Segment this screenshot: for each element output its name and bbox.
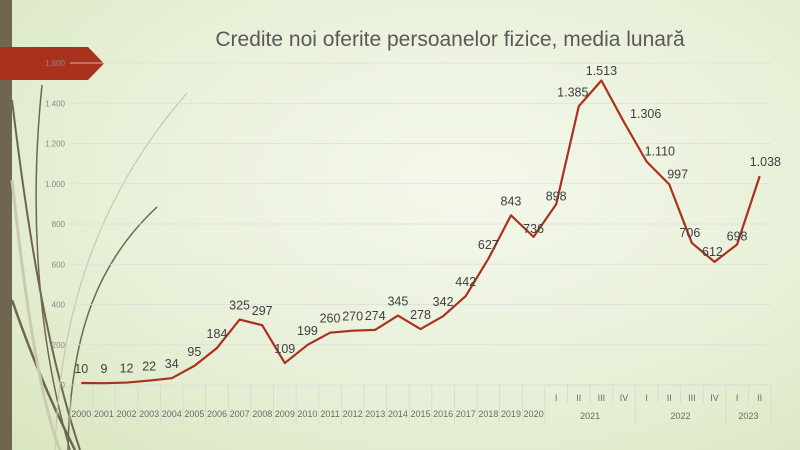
x-tick-label: 2020 (524, 409, 544, 419)
left-accent-bar (0, 0, 12, 450)
data-label: 736 (523, 222, 544, 236)
data-label: 1.513 (586, 64, 617, 78)
data-label: 1.110 (645, 145, 675, 159)
data-label: 9 (100, 362, 107, 376)
x-tick-label: IV (710, 393, 719, 403)
x-tick-label: 2008 (252, 409, 272, 419)
x-tick-label: 2002 (117, 409, 137, 419)
data-label: 199 (297, 324, 318, 338)
x-tick-label: IV (620, 393, 629, 403)
x-tick-label: II (576, 393, 581, 403)
data-label: 627 (478, 238, 499, 252)
data-label: 297 (252, 304, 273, 318)
x-group-label: 2022 (671, 411, 691, 421)
x-tick-label: 2017 (456, 409, 476, 419)
data-label: 274 (365, 309, 386, 323)
y-tick-label: 1.200 (45, 140, 66, 149)
x-tick-label: 2006 (207, 409, 227, 419)
data-label: 698 (727, 230, 748, 244)
y-tick-label: 200 (52, 341, 66, 350)
data-label: 342 (433, 295, 454, 309)
y-tick-label: 1.400 (45, 99, 66, 108)
data-label: 345 (387, 295, 408, 309)
x-tick-label: 2016 (433, 409, 453, 419)
x-tick-label: I (736, 393, 739, 403)
data-label: 34 (165, 357, 179, 371)
y-tick-label: 1.000 (45, 180, 66, 189)
data-label: 1.038 (750, 155, 781, 169)
y-tick-label: 0 (61, 381, 66, 390)
data-label: 260 (320, 312, 341, 326)
x-tick-label: II (757, 393, 762, 403)
data-label: 12 (120, 362, 134, 376)
data-label: 706 (679, 226, 700, 240)
x-tick-label: 2013 (365, 409, 385, 419)
x-tick-label: I (555, 393, 558, 403)
x-tick-label: 2000 (71, 409, 91, 419)
data-label: 1.385 (557, 85, 588, 99)
data-label: 95 (187, 345, 201, 359)
x-tick-label: II (667, 393, 672, 403)
y-tick-label: 1.600 (45, 59, 66, 68)
x-tick-label: 2015 (410, 409, 430, 419)
x-tick-label: 2009 (275, 409, 295, 419)
data-label: 278 (410, 308, 431, 322)
data-label: 1.306 (630, 107, 661, 121)
x-tick-label: I (645, 393, 648, 403)
data-label: 442 (455, 275, 476, 289)
y-tick-label: 600 (52, 260, 66, 269)
x-tick-label: 2005 (184, 409, 204, 419)
chart-title: Credite noi oferite persoanelor fizice, … (215, 28, 685, 51)
x-tick-label: III (598, 393, 606, 403)
x-tick-label: 2010 (297, 409, 317, 419)
data-label: 22 (142, 360, 156, 374)
data-label: 10 (74, 362, 88, 376)
title-banner (0, 47, 104, 80)
x-group-label: 2023 (738, 411, 758, 421)
data-label: 612 (702, 245, 723, 259)
x-tick-label: 2003 (139, 409, 159, 419)
y-tick-label: 800 (52, 220, 66, 229)
data-label: 184 (207, 327, 228, 341)
data-label: 109 (274, 342, 295, 356)
data-label: 325 (229, 299, 250, 313)
data-label: 843 (501, 194, 522, 208)
x-tick-label: 2007 (230, 409, 250, 419)
x-tick-label: 2011 (320, 409, 339, 419)
data-label: 898 (546, 189, 567, 203)
data-label: 997 (667, 167, 688, 181)
y-tick-label: 400 (52, 301, 66, 310)
x-tick-label: 2018 (478, 409, 498, 419)
x-tick-label: 2012 (343, 409, 363, 419)
series-line (81, 79, 761, 385)
x-tick-label: 2001 (94, 409, 114, 419)
data-label: 270 (342, 310, 363, 324)
x-tick-label: III (688, 393, 696, 403)
x-tick-label: 2004 (162, 409, 182, 419)
x-tick-label: 2019 (501, 409, 521, 419)
x-group-label: 2021 (580, 411, 600, 421)
x-tick-label: 2014 (388, 409, 408, 419)
